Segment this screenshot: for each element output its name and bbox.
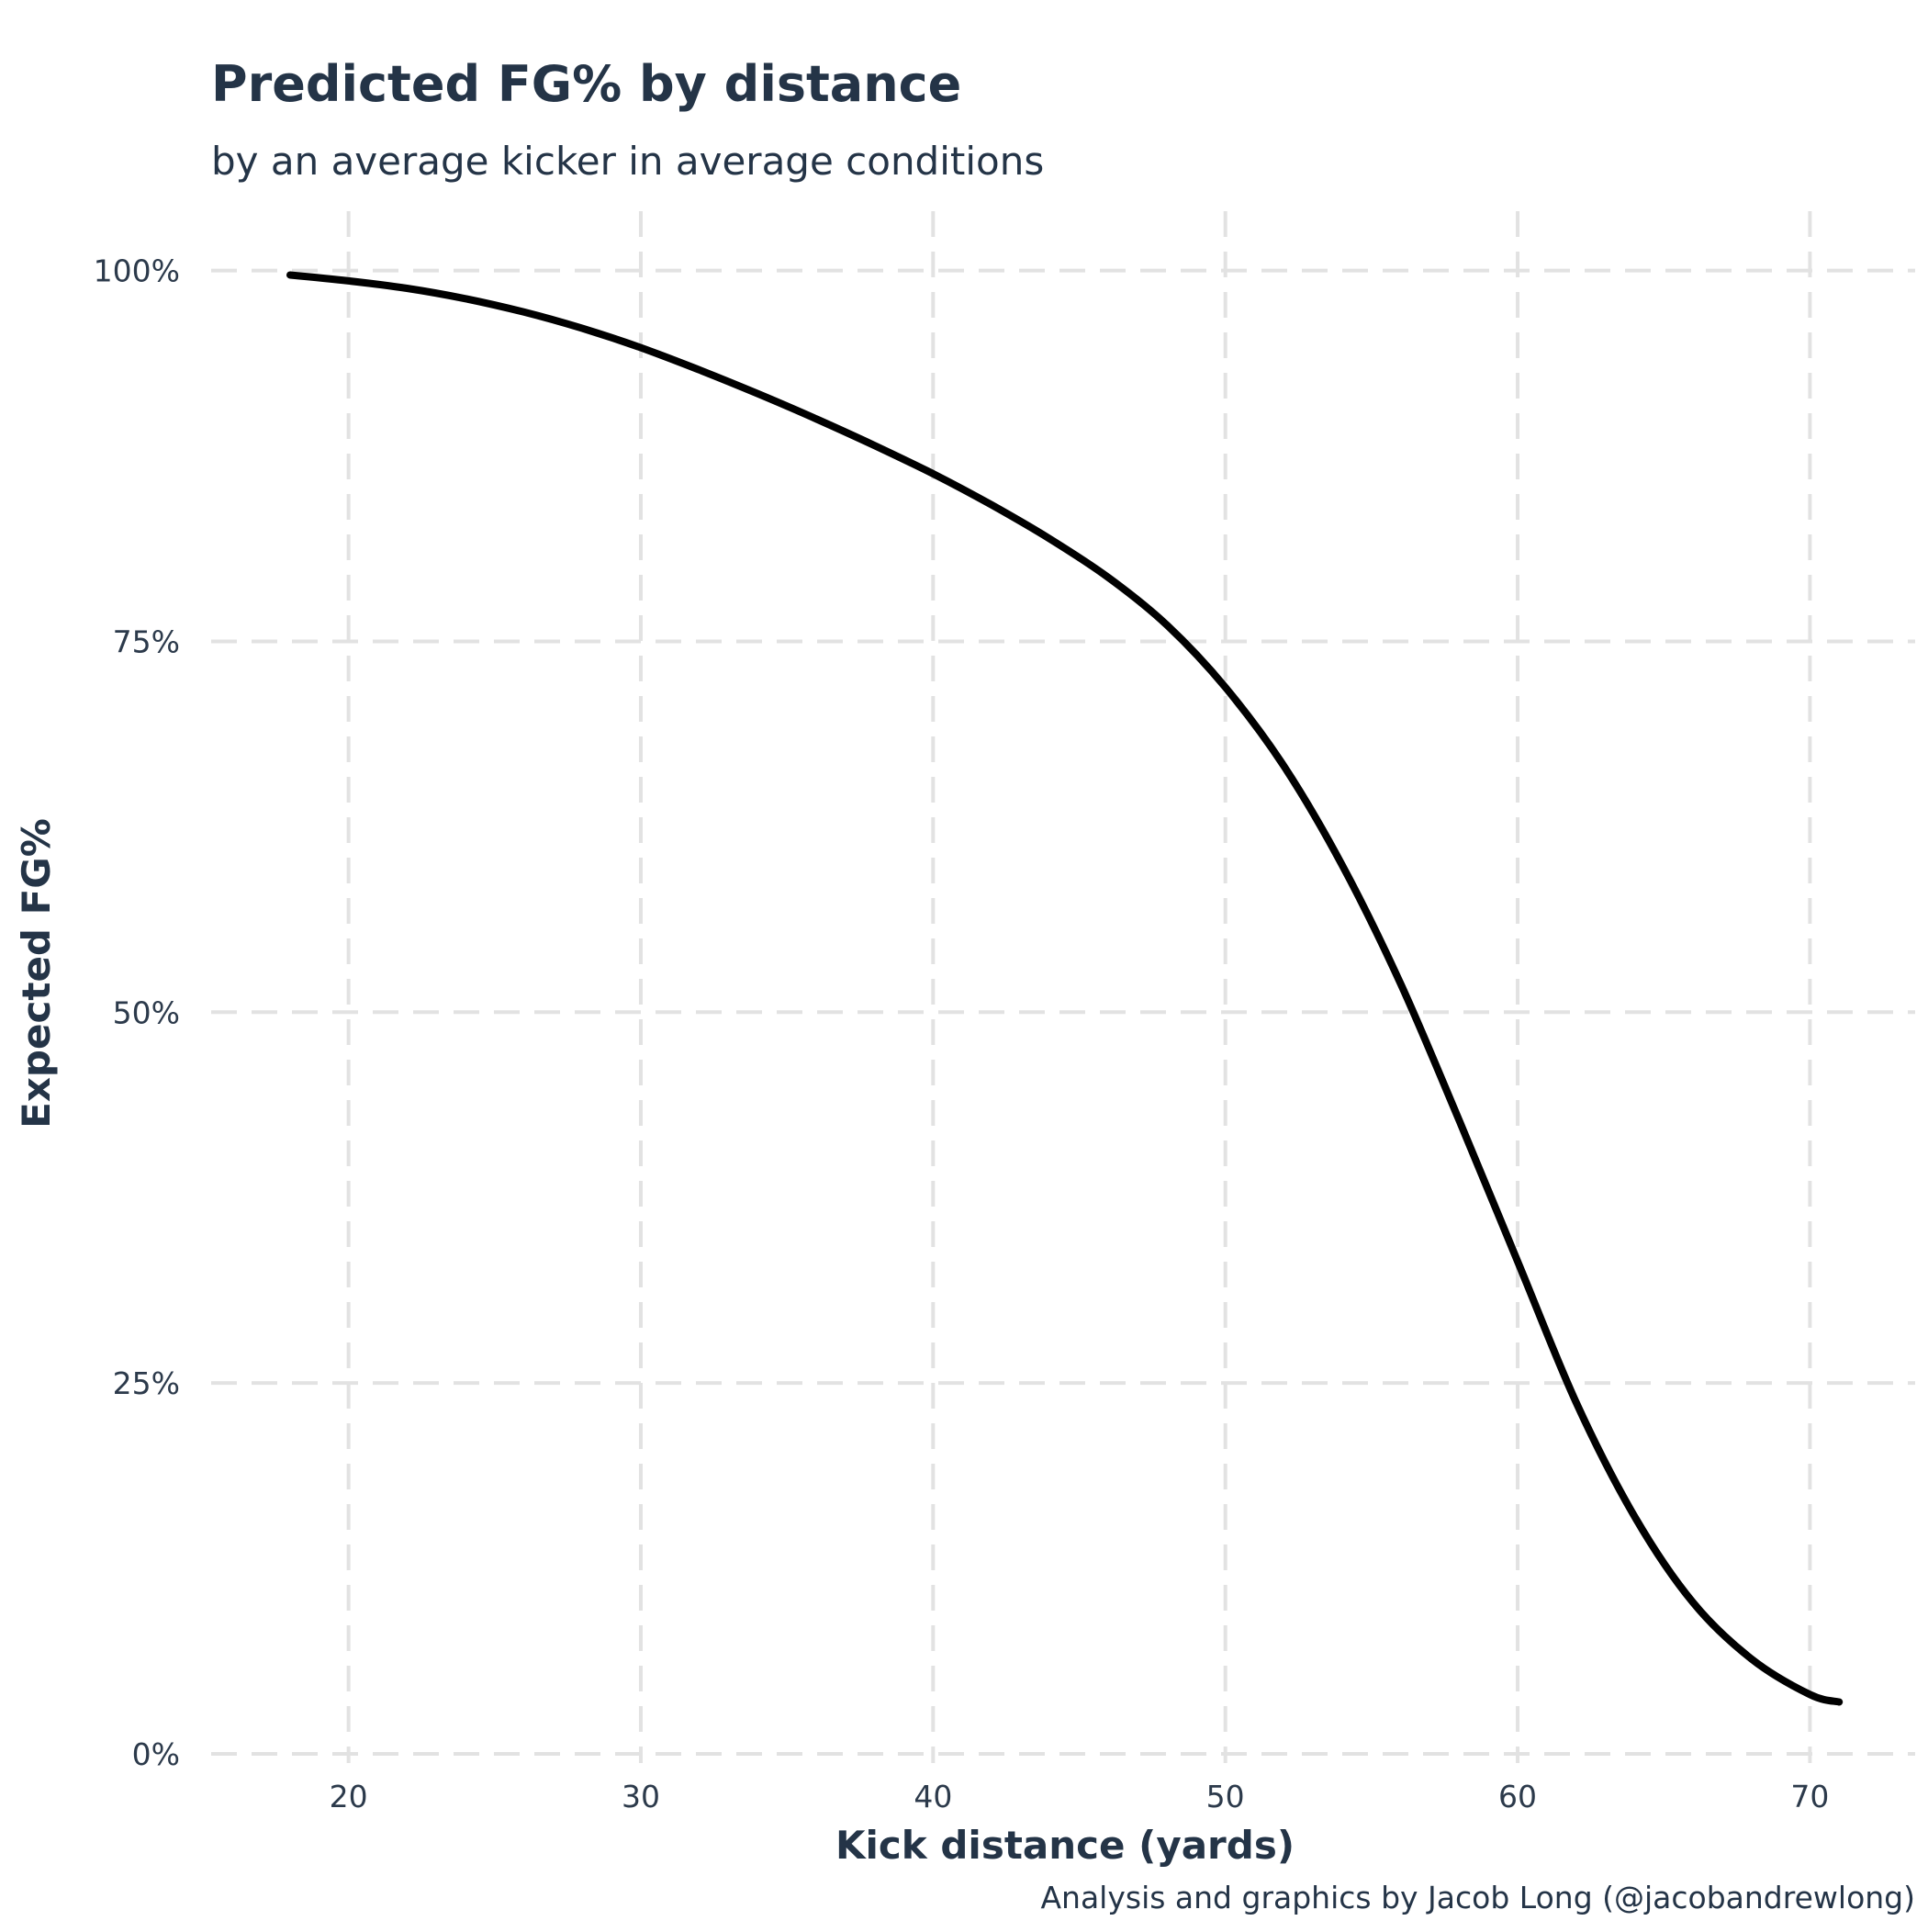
grid-layer <box>211 211 1915 1763</box>
y-axis-ticks: 0% 25% 50% 75% 100% <box>94 253 180 1772</box>
chart-caption: Analysis and graphics by Jacob Long (@ja… <box>1040 1880 1915 1915</box>
chart-title: Predicted FG% by distance <box>211 55 961 113</box>
x-tick-label: 60 <box>1498 1779 1537 1814</box>
x-axis-ticks: 20 30 40 50 60 70 <box>330 1779 1830 1814</box>
x-tick-label: 20 <box>330 1779 368 1814</box>
y-tick-label: 50% <box>113 994 180 1030</box>
y-tick-label: 25% <box>113 1365 180 1401</box>
y-tick-label: 0% <box>132 1736 180 1772</box>
x-axis-title: Kick distance (yards) <box>835 1823 1295 1868</box>
y-tick-label: 100% <box>94 253 180 289</box>
x-tick-label: 50 <box>1206 1779 1245 1814</box>
x-tick-label: 40 <box>914 1779 952 1814</box>
x-tick-label: 30 <box>622 1779 660 1814</box>
chart-subtitle: by an average kicker in average conditio… <box>211 139 1044 184</box>
x-tick-label: 70 <box>1790 1779 1829 1814</box>
y-axis-title: Expected FG% <box>14 818 59 1129</box>
y-tick-label: 75% <box>113 623 180 659</box>
series-layer <box>286 271 1844 1706</box>
fg-probability-line <box>286 271 1844 1706</box>
